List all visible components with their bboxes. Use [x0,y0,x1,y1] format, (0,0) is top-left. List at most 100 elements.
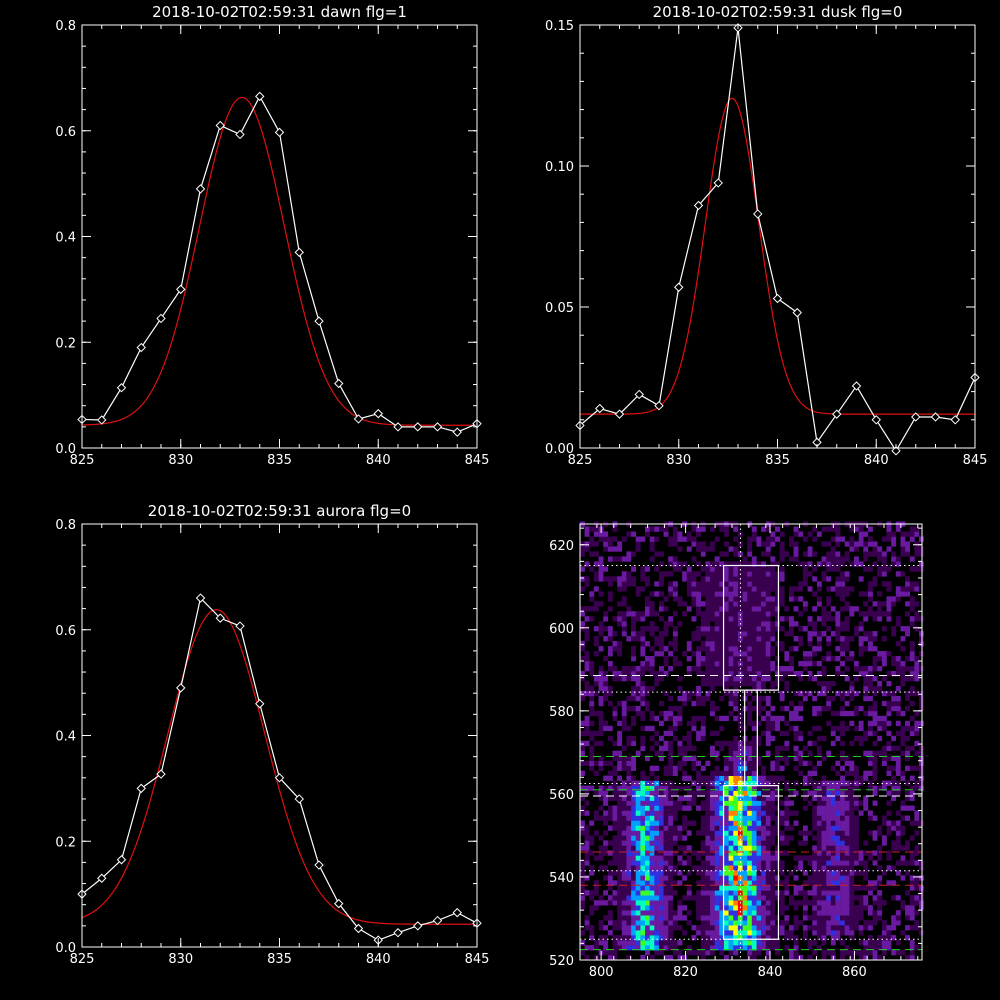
heatmap-cell [589,541,595,547]
heatmap-cell [682,930,688,936]
heatmap-cell [649,890,655,896]
heatmap-cell [868,880,873,886]
heatmap-cell [919,875,924,881]
heatmap-cell [654,820,660,826]
heatmap-cell [737,885,743,891]
heatmap-cell [784,780,790,786]
heatmap-cell [877,750,883,756]
data-point-marker [274,773,285,783]
heatmap-cell [649,845,655,851]
heatmap-cell [691,800,697,806]
heatmap-cell [742,571,748,577]
heatmap-cell [835,536,841,542]
heatmap-cell [686,805,692,811]
heatmap-cell [816,845,822,851]
heatmap-cell [663,930,669,936]
heatmap-cell [737,890,743,896]
heatmap-cell [714,940,720,946]
heatmap-cell [719,815,725,821]
heatmap-cell [607,875,613,881]
heatmap-cell [765,925,771,931]
heatmap-cell [714,875,720,881]
heatmap-cell [909,785,915,791]
heatmap-cell [858,646,864,652]
heatmap-cell [714,790,720,796]
heatmap-cell [621,895,627,901]
heatmap-cell [877,725,883,732]
heatmap-cell [770,925,776,931]
heatmap-cell [858,930,864,936]
heatmap-cell [868,760,873,766]
heatmap-cell [821,870,827,876]
heatmap-cell [691,576,697,582]
heatmap-cell [663,935,669,941]
heatmap-cell [835,860,841,866]
heatmap-cell [756,945,762,951]
heatmap-cell [710,676,715,682]
heatmap-cell [826,920,832,926]
heatmap-cell [598,715,604,722]
heatmap-cell [635,591,641,597]
heatmap-cell [733,890,739,896]
heatmap-cell [645,780,650,786]
heatmap-cell [691,925,697,931]
heatmap-cell [719,835,725,841]
heatmap-cell [751,626,757,632]
heatmap-cell [826,885,832,891]
heatmap-cell [770,905,776,911]
heatmap-cell [784,800,790,806]
heatmap-cell [765,875,771,881]
heatmap-cell [598,591,604,597]
heatmap-cell [858,705,864,712]
heatmap-cell [802,576,808,582]
heatmap-cell [612,710,618,717]
heatmap-cell [645,785,650,791]
heatmap-cell [663,671,669,677]
heatmap-cell [719,880,725,886]
heatmap-cell [742,845,748,851]
heatmap-cell [872,920,878,926]
heatmap-cell [821,940,827,946]
heatmap-cell [793,950,799,956]
x-tick-label: 840 [758,965,783,980]
heatmap-cell [812,885,818,891]
heatmap-cell [659,895,664,901]
heatmap-cell [621,830,627,836]
heatmap-cell [886,690,892,697]
heatmap-cell [891,536,897,542]
heatmap-cell [617,895,623,901]
heatmap-cell [881,561,887,567]
x-tick-label: 840 [366,952,391,967]
heatmap-cell [705,815,711,821]
heatmap-cell [672,805,678,811]
heatmap-cell [807,616,813,622]
heatmap-cell [802,566,808,572]
heatmap-cell [821,910,827,916]
heatmap-cell [607,700,613,707]
heatmap-cell [672,815,678,821]
heatmap-cell [672,870,678,876]
heatmap-cell [607,915,613,921]
heatmap-cell [761,870,766,876]
heatmap-cell [677,950,683,956]
heatmap-cell [756,671,762,677]
heatmap-cell [807,551,813,557]
heatmap-cell [858,860,864,866]
heatmap-cell [779,745,785,751]
heatmap-cell [612,805,618,811]
heatmap-cell [840,895,845,901]
heatmap-cell [863,955,869,961]
heatmap-cell [719,676,725,682]
heatmap-cell [612,860,618,866]
heatmap-cell [761,571,766,577]
heatmap-cell [584,636,590,642]
heatmap-cell [724,690,729,697]
heatmap-cell [863,671,869,677]
heatmap-cell [598,855,604,861]
heatmap-cell [812,606,818,612]
heatmap-cell [649,785,655,791]
heatmap-cell [710,616,715,622]
heatmap-cell [872,830,878,836]
heatmap-cell [645,855,650,861]
heatmap-cell [779,641,785,647]
